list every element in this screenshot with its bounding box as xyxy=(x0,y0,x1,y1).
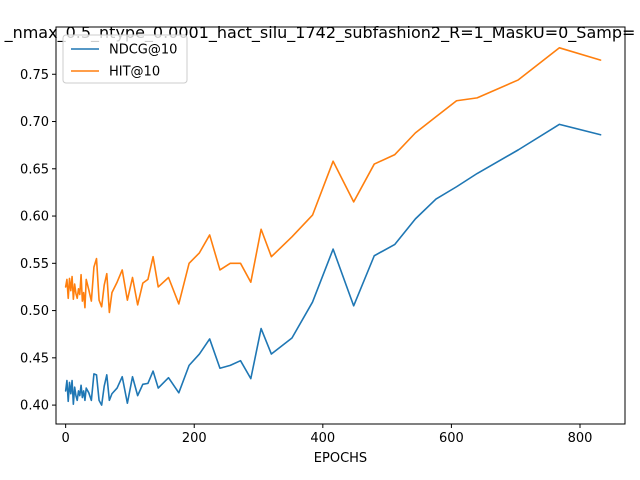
plot-frame xyxy=(55,26,626,425)
y-tick-label: 0.40 xyxy=(20,399,49,414)
y-tick-label: 0.60 xyxy=(20,210,49,225)
y-tick-label: 0.70 xyxy=(20,115,49,130)
legend-entry-label: HIT@10 xyxy=(109,65,160,80)
y-tick-label: 0.45 xyxy=(20,351,49,366)
y-tick-label: 0.50 xyxy=(20,304,49,319)
y-tick-label: 0.55 xyxy=(20,257,49,272)
x-tick-label: 400 xyxy=(310,431,335,446)
x-tick-label: 0 xyxy=(62,431,70,446)
x-axis-label: EPOCHS xyxy=(314,451,367,466)
series-layer xyxy=(64,46,602,406)
y-tick-label: 0.75 xyxy=(20,68,49,83)
y-tick-label: 0.65 xyxy=(20,162,49,177)
x-tick-label: 800 xyxy=(568,431,593,446)
series-line-ndcg-10 xyxy=(64,123,602,406)
x-axis: 0 200 400 600 800 xyxy=(62,424,593,446)
legend-entry-label: NDCG@10 xyxy=(109,43,177,58)
series-line-hit-10 xyxy=(64,46,602,314)
x-tick-label: 200 xyxy=(182,431,207,446)
x-tick-label: 600 xyxy=(439,431,464,446)
legend: NDCG@10 HIT@10 xyxy=(62,34,188,84)
y-axis: 0.40 0.45 0.50 0.55 0.60 0.65 0.70 0.75 xyxy=(20,68,56,414)
